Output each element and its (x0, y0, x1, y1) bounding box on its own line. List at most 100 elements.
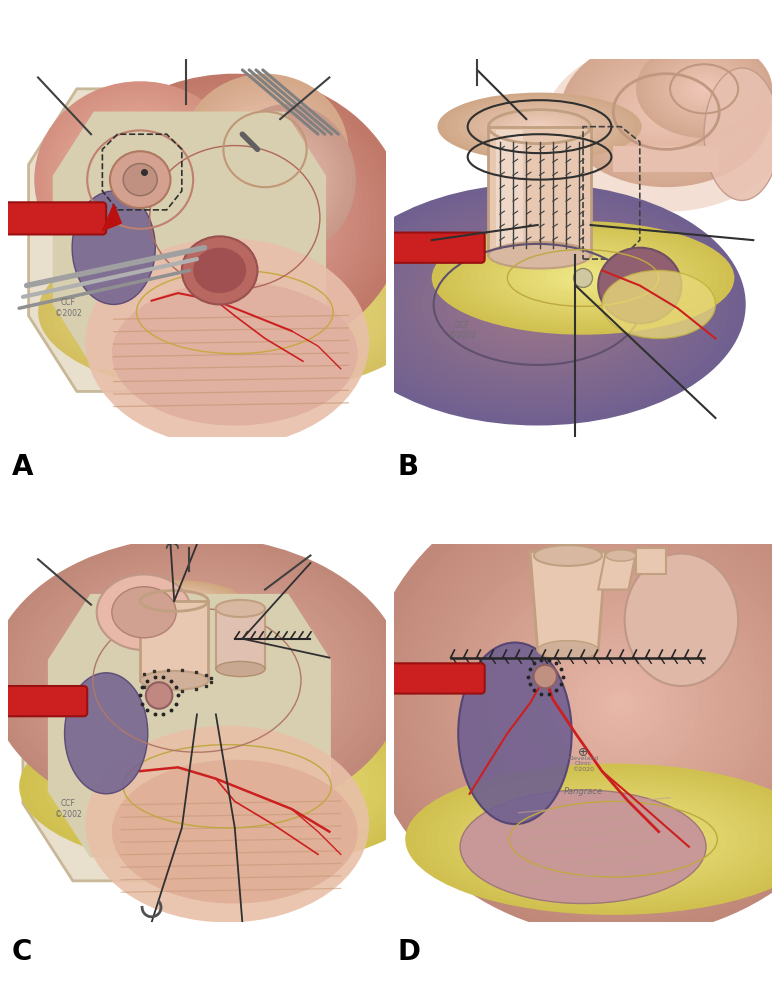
Ellipse shape (61, 720, 394, 852)
Ellipse shape (426, 771, 780, 907)
Ellipse shape (261, 145, 269, 153)
Ellipse shape (646, 47, 762, 130)
Ellipse shape (124, 586, 224, 616)
Ellipse shape (583, 668, 659, 739)
Ellipse shape (650, 49, 759, 129)
Ellipse shape (178, 170, 292, 265)
Ellipse shape (458, 643, 572, 824)
Ellipse shape (93, 608, 301, 752)
Ellipse shape (163, 282, 307, 342)
Ellipse shape (147, 593, 201, 609)
Ellipse shape (127, 168, 153, 191)
Ellipse shape (457, 783, 769, 896)
Ellipse shape (216, 661, 265, 677)
Ellipse shape (447, 779, 780, 900)
Ellipse shape (601, 686, 640, 721)
Ellipse shape (140, 671, 208, 690)
Ellipse shape (151, 594, 197, 608)
Ellipse shape (155, 150, 314, 284)
Text: CCF
©2002: CCF ©2002 (448, 321, 475, 340)
Ellipse shape (218, 203, 252, 232)
Ellipse shape (112, 759, 358, 904)
Ellipse shape (228, 116, 303, 183)
Ellipse shape (161, 155, 309, 280)
Polygon shape (140, 601, 208, 681)
Polygon shape (488, 127, 590, 255)
Ellipse shape (117, 262, 353, 362)
Ellipse shape (64, 109, 217, 250)
Ellipse shape (523, 255, 644, 300)
Ellipse shape (138, 136, 332, 299)
Ellipse shape (576, 275, 590, 281)
Ellipse shape (143, 592, 206, 610)
Ellipse shape (285, 176, 291, 183)
Polygon shape (598, 551, 636, 590)
Ellipse shape (576, 662, 666, 744)
Ellipse shape (47, 93, 233, 266)
Ellipse shape (355, 198, 721, 411)
Ellipse shape (77, 245, 392, 379)
Ellipse shape (363, 469, 780, 938)
Ellipse shape (534, 665, 557, 689)
Ellipse shape (127, 747, 327, 826)
Ellipse shape (625, 553, 738, 686)
Ellipse shape (155, 651, 239, 709)
Ellipse shape (152, 756, 302, 816)
Ellipse shape (0, 542, 398, 819)
Ellipse shape (515, 252, 651, 303)
Ellipse shape (409, 509, 780, 897)
Ellipse shape (202, 776, 252, 797)
Ellipse shape (589, 674, 653, 733)
Ellipse shape (458, 99, 621, 154)
Text: CCF
©2002: CCF ©2002 (55, 800, 82, 818)
Ellipse shape (104, 256, 366, 368)
Ellipse shape (51, 97, 229, 262)
Ellipse shape (477, 238, 689, 318)
Ellipse shape (395, 497, 780, 908)
Ellipse shape (3, 546, 391, 814)
Ellipse shape (463, 261, 612, 348)
Ellipse shape (590, 57, 743, 166)
Ellipse shape (193, 247, 246, 293)
Ellipse shape (264, 153, 311, 206)
Ellipse shape (105, 107, 365, 328)
Ellipse shape (470, 235, 697, 321)
Text: A: A (12, 452, 34, 481)
Ellipse shape (66, 590, 328, 771)
Ellipse shape (377, 481, 780, 926)
Ellipse shape (38, 85, 242, 274)
Ellipse shape (413, 232, 662, 377)
Ellipse shape (594, 60, 739, 163)
Ellipse shape (219, 108, 310, 191)
Ellipse shape (577, 48, 755, 175)
Ellipse shape (281, 172, 295, 187)
Ellipse shape (667, 62, 742, 116)
FancyBboxPatch shape (0, 686, 87, 716)
Ellipse shape (132, 172, 149, 187)
Ellipse shape (680, 72, 728, 106)
Ellipse shape (208, 301, 261, 323)
Ellipse shape (492, 586, 750, 820)
Ellipse shape (499, 798, 728, 881)
Ellipse shape (471, 104, 608, 149)
Ellipse shape (537, 627, 704, 779)
Ellipse shape (649, 99, 683, 124)
Ellipse shape (143, 273, 327, 351)
Ellipse shape (190, 676, 204, 685)
Ellipse shape (530, 809, 697, 869)
Ellipse shape (196, 295, 274, 329)
Ellipse shape (136, 271, 333, 353)
Text: D: D (398, 938, 420, 966)
Ellipse shape (82, 88, 388, 347)
Ellipse shape (544, 633, 698, 773)
Ellipse shape (182, 236, 257, 304)
Ellipse shape (44, 713, 410, 859)
Ellipse shape (526, 122, 553, 131)
Ellipse shape (465, 102, 615, 152)
Ellipse shape (150, 145, 320, 289)
Polygon shape (102, 204, 122, 231)
Ellipse shape (603, 836, 624, 843)
Ellipse shape (700, 86, 707, 91)
Ellipse shape (653, 52, 755, 126)
Ellipse shape (212, 198, 257, 236)
